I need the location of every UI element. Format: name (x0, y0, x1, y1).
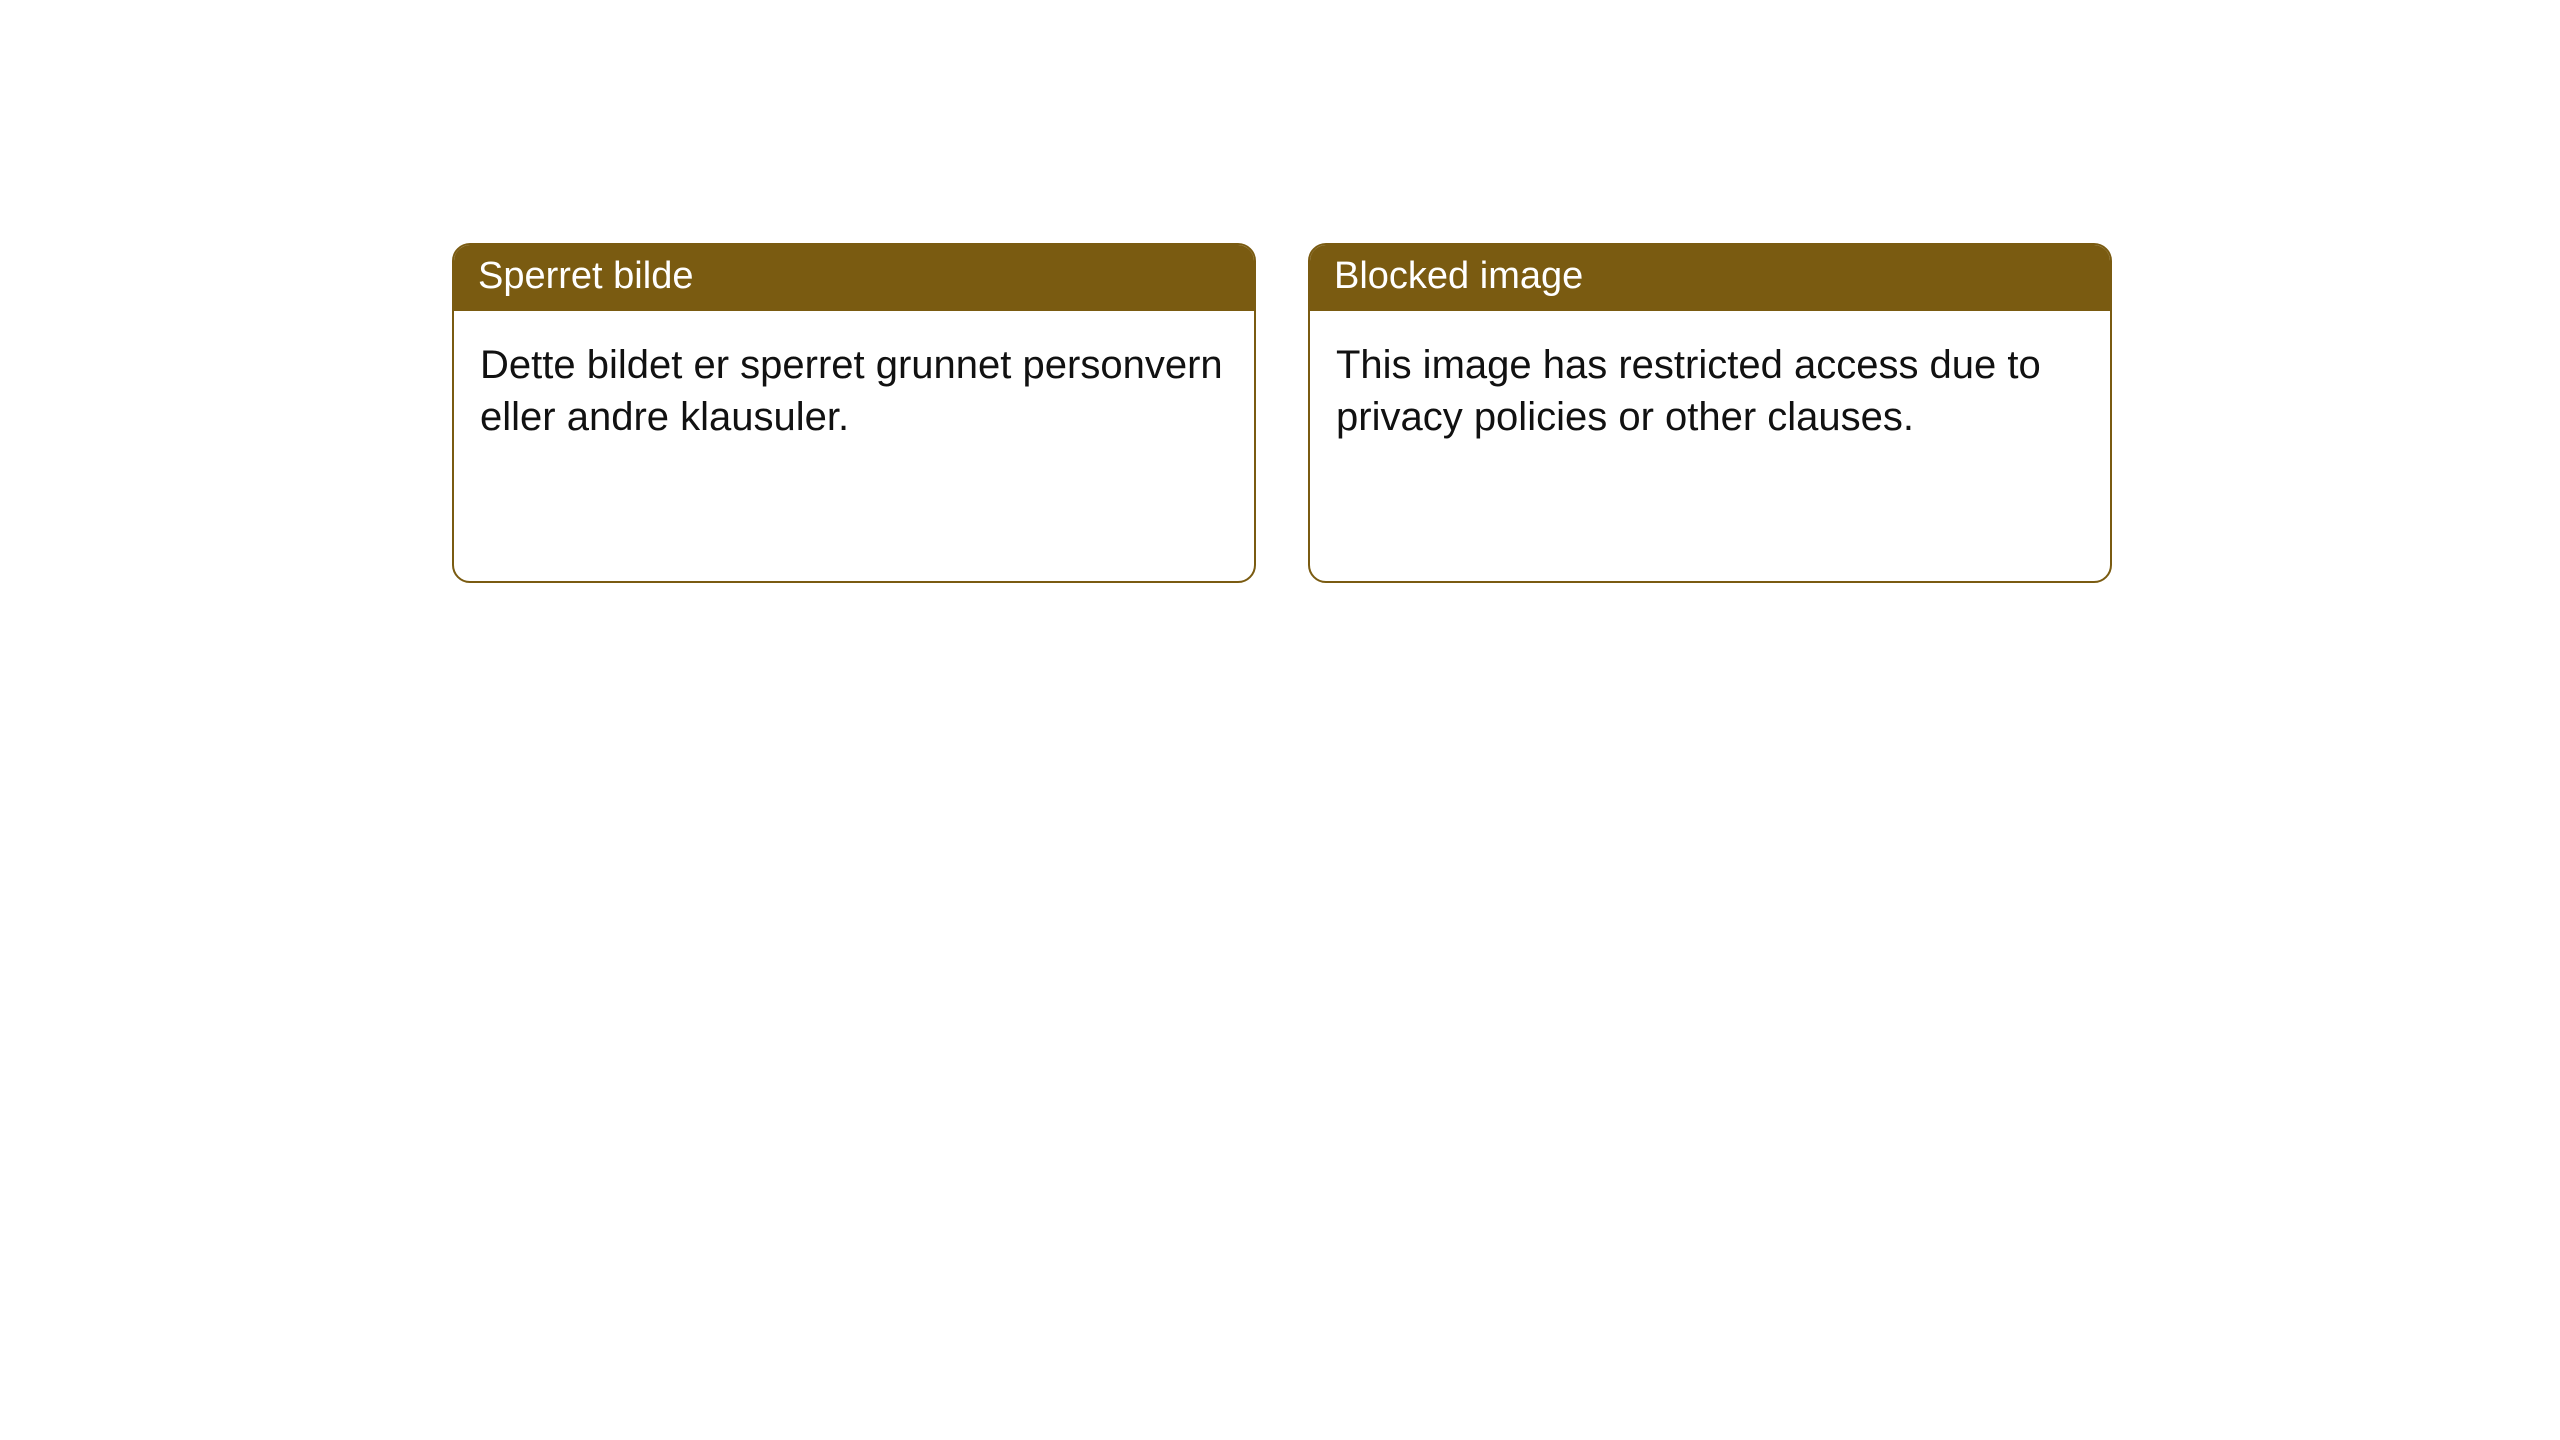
notice-row: Sperret bilde Dette bildet er sperret gr… (452, 243, 2112, 583)
notice-card-no: Sperret bilde Dette bildet er sperret gr… (452, 243, 1256, 583)
notice-card-no-body: Dette bildet er sperret grunnet personve… (454, 311, 1254, 581)
notice-card-en-header: Blocked image (1310, 245, 2110, 311)
notice-card-en-text: This image has restricted access due to … (1336, 339, 2084, 443)
notice-card-en: Blocked image This image has restricted … (1308, 243, 2112, 583)
notice-card-en-body: This image has restricted access due to … (1310, 311, 2110, 581)
notice-card-no-text: Dette bildet er sperret grunnet personve… (480, 339, 1228, 443)
notice-card-no-header: Sperret bilde (454, 245, 1254, 311)
